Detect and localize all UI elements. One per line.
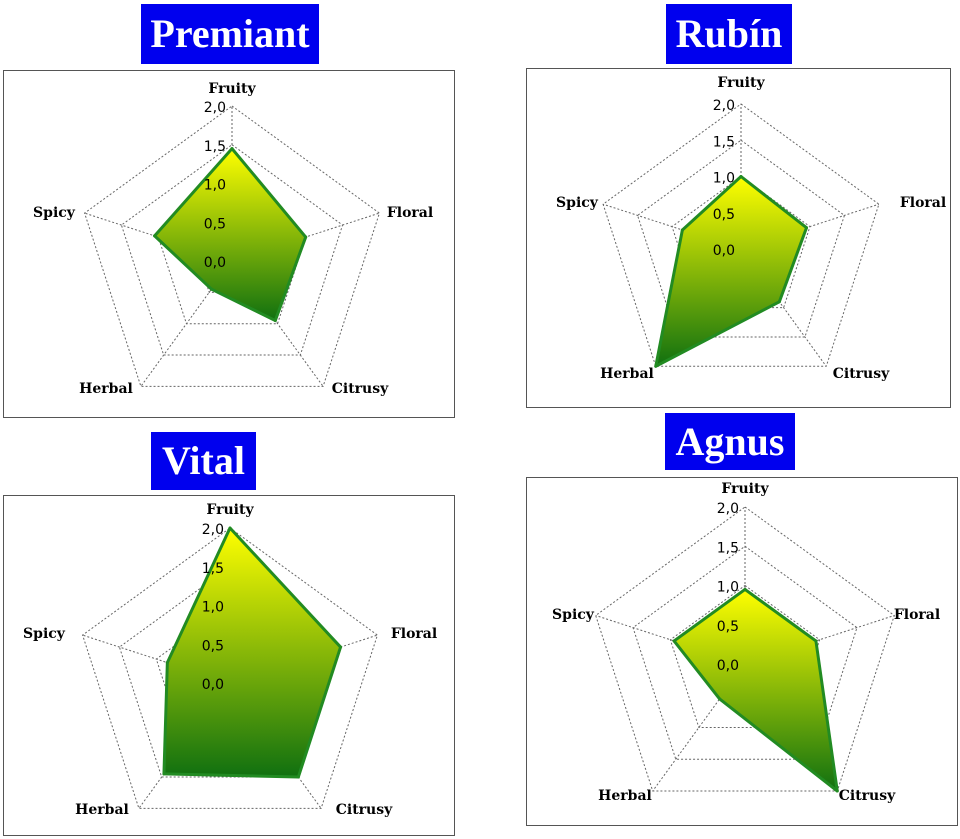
tick-label: 0,5	[204, 216, 226, 232]
tick-label: 2,0	[204, 100, 226, 116]
data-point-fruity	[739, 175, 743, 178]
data-point-spicy	[680, 228, 684, 232]
axis-label-floral: Floral	[894, 607, 940, 623]
data-point-floral	[304, 235, 308, 239]
data-point-citrusy	[777, 300, 781, 304]
axis-label-floral: Floral	[900, 195, 946, 211]
tick-label: 1,0	[204, 178, 226, 194]
axis-label-citrusy: Citrusy	[336, 802, 393, 818]
data-point-fruity	[228, 526, 232, 530]
tick-label: 0,5	[202, 638, 224, 654]
tick-label: 0,0	[717, 658, 739, 674]
grid-ring	[120, 144, 344, 356]
data-point-spicy	[672, 639, 676, 643]
grid-ring	[636, 139, 846, 338]
tick-label: 0,5	[717, 619, 739, 635]
radar-panel-rubin: 0,0 0,5 1,0 1,5 2,0 Fruity Floral Citrusy Herbal…	[526, 68, 951, 408]
data-point-floral	[814, 639, 818, 643]
axis-label-fruity: Fruity	[721, 481, 769, 497]
radar-panel-vital: 0,0 0,5 1,0 1,5 2,0 Fruity Floral Citrusy Herbal…	[3, 495, 455, 836]
tick-label: 2,0	[717, 501, 739, 517]
tick-label: 1,0	[717, 580, 739, 596]
radar-chart-agnus: 0,0 0,5 1,0 1,5 2,0 Fruity Floral Citrusy Herbal…	[552, 481, 940, 804]
axis-label-fruity: Fruity	[206, 502, 254, 518]
axis-label-fruity: Fruity	[717, 75, 765, 91]
radar-chart-rubin: 0,0 0,5 1,0 1,5 2,0 Fruity Floral Citrusy Herbal…	[556, 75, 946, 382]
data-point-citrusy	[273, 319, 277, 323]
data-point-floral	[805, 226, 809, 230]
title-vital: Vital	[151, 432, 256, 490]
axis-label-fruity: Fruity	[208, 81, 256, 97]
data-point-fruity	[743, 587, 747, 591]
data-point-floral	[339, 645, 343, 649]
tick-label: 1,0	[713, 171, 735, 187]
tick-label: 1,5	[713, 134, 735, 150]
tick-label: 0,0	[202, 677, 224, 693]
data-point-spicy	[165, 661, 169, 665]
data-area	[672, 587, 839, 793]
grid-ring	[595, 506, 895, 792]
axis-label-spicy: Spicy	[556, 195, 599, 211]
tick-label: 0,0	[204, 255, 226, 271]
radar-panel-agnus: 0,0 0,5 1,0 1,5 2,0 Fruity Floral Citrusy Herbal…	[526, 477, 958, 826]
data-area	[654, 175, 809, 368]
axis-label-herbal: Herbal	[79, 381, 133, 397]
axis-label-floral: Floral	[387, 205, 433, 221]
title-rubin: Rubín	[666, 4, 792, 64]
data-point-herbal	[162, 772, 166, 776]
data-point-herbal	[654, 364, 658, 368]
tick-label: 1,5	[717, 540, 739, 556]
data-point-herbal	[718, 697, 722, 701]
data-point-spicy	[153, 234, 157, 238]
axis-label-herbal: Herbal	[75, 802, 129, 818]
title-premiant: Premiant	[141, 4, 319, 64]
axis-label-herbal: Herbal	[600, 366, 654, 382]
axis-label-herbal: Herbal	[598, 788, 652, 804]
radar-panel-premiant: 0,0 0,5 1,0 1,5 2,0 Fruity Floral Citrusy Herbal…	[3, 70, 455, 418]
axis-label-floral: Floral	[391, 626, 437, 642]
radar-chart-premiant: 0,0 0,5 1,0 1,5 2,0 Fruity Floral Citrusy Herbal…	[33, 81, 433, 397]
grid-ring	[632, 545, 858, 760]
tick-label: 0,0	[713, 243, 735, 259]
tick-label: 0,5	[713, 207, 735, 223]
grid-ring	[669, 584, 821, 729]
axis-label-spicy: Spicy	[552, 607, 595, 623]
tick-label: 2,0	[713, 98, 735, 114]
data-point-fruity	[230, 147, 234, 151]
radar-chart-vital: 0,0 0,5 1,0 1,5 2,0 Fruity Floral Citrusy Herbal…	[23, 502, 437, 818]
tick-label: 1,0	[202, 600, 224, 616]
data-point-citrusy	[835, 789, 839, 793]
tick-label: 1,5	[202, 561, 224, 577]
data-point-citrusy	[296, 775, 300, 779]
title-agnus: Agnus	[665, 413, 795, 470]
axis-label-citrusy: Citrusy	[332, 381, 389, 397]
axis-label-spicy: Spicy	[23, 626, 66, 642]
axis-label-spicy: Spicy	[33, 205, 76, 221]
data-area	[153, 147, 308, 323]
tick-label: 1,5	[204, 139, 226, 155]
axis-label-citrusy: Citrusy	[839, 788, 896, 804]
data-point-herbal	[210, 287, 214, 291]
tick-label: 2,0	[202, 522, 224, 538]
data-area	[162, 526, 343, 779]
axis-label-citrusy: Citrusy	[833, 366, 890, 382]
